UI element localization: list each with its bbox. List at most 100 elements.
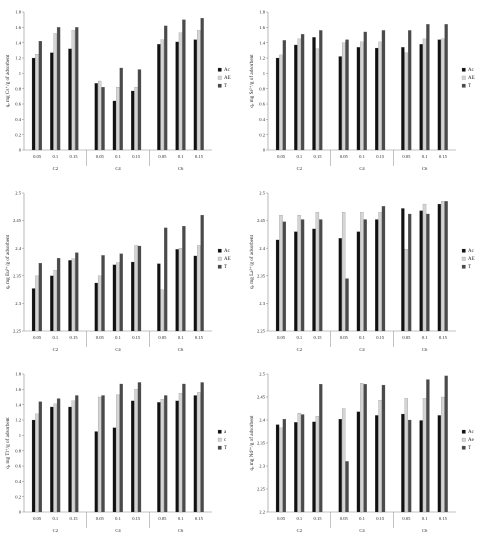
x-group-label: C6 <box>422 347 428 352</box>
y-tick-label: 1.4 <box>259 40 265 45</box>
legend-label: Ac <box>468 249 475 254</box>
legend-swatch-t <box>217 445 222 450</box>
bar-ae-c2-0.1 <box>53 33 57 151</box>
x-group-label: C6 <box>422 528 428 533</box>
x-subcategory-label: 0.1 <box>52 154 58 159</box>
x-group-label: C6 <box>178 528 184 533</box>
legend-label: a <box>224 430 227 435</box>
bar-a-c4-0.15 <box>131 400 135 513</box>
bar-ac-c4-0.1 <box>356 411 361 513</box>
x-subcategory-label: 0.05 <box>33 516 42 521</box>
bar-t-c2-0.1 <box>300 219 305 332</box>
bar-ae-c6-0.1 <box>178 32 183 151</box>
bar-ae-c6-0.05 <box>160 39 164 151</box>
legend-swatch-ae <box>217 75 222 80</box>
y-tick-label: 2.45 <box>257 218 266 223</box>
chart-panel-6: 2.2 2.25 2.3 2.35 2.4 2.45 2.5 qₑ mg Nd³⁺/g of … <box>244 362 487 542</box>
y-tick-label: 0.4 <box>15 117 21 122</box>
y-tick-label: 1.6 <box>15 25 21 30</box>
y-tick-label: 2.35 <box>257 441 266 446</box>
bar-ae-c4-0.15 <box>378 400 382 513</box>
bar-t-c2-0.1 <box>56 398 61 513</box>
x-subcategory-label: 0.15 <box>439 516 448 521</box>
y-tick-label: 2.45 <box>13 218 22 223</box>
bar-ae-c6-0.15 <box>441 38 445 151</box>
x-subcategory-label: 0.1 <box>52 516 58 521</box>
bar-t-c6-0.15 <box>200 382 204 513</box>
legend-swatch-ac <box>217 67 222 72</box>
chart-svg: 0 0.2 0.4 0.6 0.8 1 1.2 1.4 1.6 1.8 qₑ mg Tl⁺/g of… <box>4 372 227 533</box>
x-subcategory-label: 0.1 <box>296 154 302 159</box>
bar-ac-c2-0.05 <box>31 57 36 151</box>
bar-ac-c6-0.1 <box>419 420 423 513</box>
x-subcategory-label: 0.15 <box>376 335 385 340</box>
legend-swatch-t <box>461 264 466 269</box>
y-tick-label: 1.4 <box>15 402 21 407</box>
x-subcategory-label: 0.1 <box>296 516 302 521</box>
bar-c-c4-0.15 <box>134 389 138 513</box>
legend-swatch-t <box>461 445 466 450</box>
y-tick-label: 0.2 <box>259 132 265 137</box>
bar-t-c4-0.05 <box>345 278 349 332</box>
x-subcategory-label: 0.15 <box>70 335 79 340</box>
bar-ac-c4-0.1 <box>356 231 361 332</box>
y-tick-label: 0.8 <box>15 86 21 91</box>
x-subcategory-label: 0.15 <box>132 154 141 159</box>
legend-swatch-ac <box>217 248 222 253</box>
bar-ae-c6-0.15 <box>441 201 445 332</box>
bar-t-c4-0.15 <box>381 206 386 332</box>
bar-ae-c4-0.15 <box>134 87 138 151</box>
legend-label: T <box>224 84 227 89</box>
y-tick-label: 1.2 <box>259 56 265 61</box>
y-tick-label: 0.4 <box>15 479 21 484</box>
bar-t-c6-0.05 <box>164 227 168 332</box>
chart-panel-2: 0 0.2 0.4 0.6 0.8 1 1.2 1.4 1.6 1.8 qₑ mg Sr²⁺/g o… <box>244 0 487 180</box>
bar-ae-c6-0.15 <box>197 30 201 151</box>
bar-ac-c6-0.1 <box>419 44 423 151</box>
legend-label: Ac <box>468 68 475 73</box>
bar-ae-c6-0.15 <box>441 396 445 513</box>
x-subcategory-label: 0.05 <box>33 335 42 340</box>
bar-t-c6-0.05 <box>408 213 412 332</box>
legend-swatch-ae <box>461 75 466 80</box>
y-tick-label: 2.4 <box>259 246 265 251</box>
y-axis-label: qₑ mg Nd³⁺/g of adsorbent <box>248 415 255 470</box>
bar-t-c4-0.1 <box>119 253 123 332</box>
x-subcategory-label: 0.1 <box>359 335 365 340</box>
bar-a-c4-0.1 <box>112 427 117 513</box>
x-subcategory-label: 0.1 <box>52 335 58 340</box>
x-subcategory-label: 0.15 <box>439 335 448 340</box>
y-axis-label: qₑ mg Sr²⁺/g of adsorbent <box>248 54 255 108</box>
x-group-label: C2 <box>53 347 59 352</box>
bar-ae-c6-0.1 <box>178 248 183 332</box>
x-subcategory-label: 0.15 <box>132 516 141 521</box>
x-group-label: C2 <box>53 528 59 533</box>
x-subcategory-label: 0.15 <box>195 154 204 159</box>
bar-ae-c2-0.15 <box>315 48 320 151</box>
bar-t-c6-0.1 <box>182 383 186 513</box>
bar-ae-c2-0.15 <box>71 258 76 332</box>
bar-ac-c2-0.15 <box>312 421 316 513</box>
y-axis-label: qₑ mg Tl⁺/g of adsorbent <box>4 417 11 469</box>
x-subcategory-label: 0.15 <box>439 154 448 159</box>
bar-ae-c2-0.1 <box>297 38 301 151</box>
legend-label: T <box>468 84 471 89</box>
x-subcategory-label: 0.05 <box>96 516 105 521</box>
bar-ac-c4-0.15 <box>375 219 379 332</box>
bar-ae-c2-0.15 <box>71 30 76 151</box>
bar-t-c2-0.1 <box>56 258 61 332</box>
legend-swatch-t <box>461 83 466 88</box>
x-subcategory-label: 0.1 <box>422 516 428 521</box>
bar-ae-c2-0.1 <box>53 270 57 332</box>
y-tick-label: 0.8 <box>15 448 21 453</box>
bar-t-c6-0.1 <box>182 226 186 332</box>
y-tick-label: 1.8 <box>15 10 21 15</box>
bar-ae-c4-0.05 <box>97 275 102 332</box>
bar-ac-c4-0.15 <box>375 47 379 151</box>
x-group-label: C2 <box>297 528 303 533</box>
legend-swatch-ae <box>461 437 466 442</box>
chart-svg: 0 0.2 0.4 0.6 0.8 1 1.2 1.4 1.6 1.8 qₑ mg Cs⁺/g of… <box>4 10 231 171</box>
x-group-label: C4 <box>115 347 121 352</box>
bar-t-c4-0.1 <box>119 383 123 513</box>
x-subcategory-label: 0.15 <box>70 154 79 159</box>
